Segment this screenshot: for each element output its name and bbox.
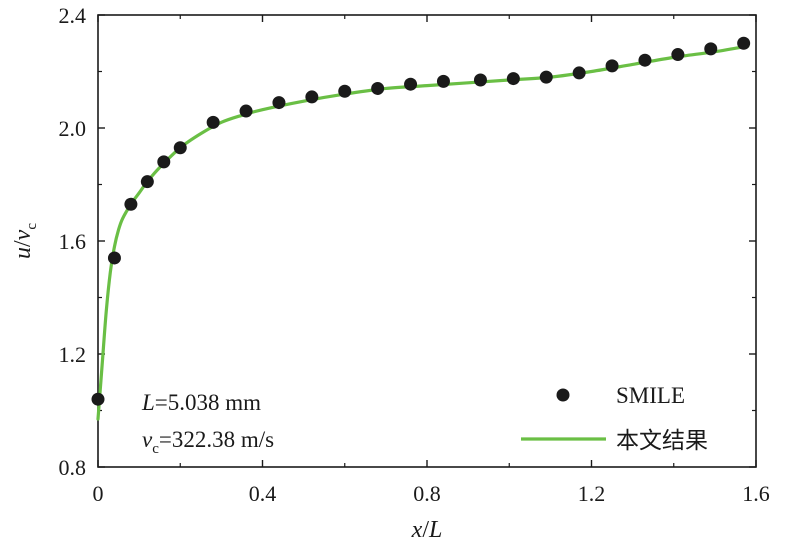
y-tick-labels: 0.8 1.2 1.6 2.0 2.4 xyxy=(59,3,87,480)
annotation-velocity-value: =322.38 m/s xyxy=(159,427,274,452)
data-point-smile xyxy=(704,42,718,56)
y-tick-label: 1.6 xyxy=(59,229,87,254)
y-axis-label: u/vc xyxy=(10,223,40,259)
data-point-smile xyxy=(638,53,652,67)
smile-points-layer xyxy=(91,36,751,406)
data-point-smile xyxy=(539,70,553,84)
data-point-smile xyxy=(206,115,220,129)
annotation-length-value: =5.038 mm xyxy=(155,390,261,415)
data-point-smile xyxy=(572,66,586,80)
data-point-smile xyxy=(140,175,154,189)
x-axis-label-ref: L xyxy=(428,517,442,543)
x-tick-label: 0 xyxy=(93,481,104,506)
data-point-smile xyxy=(338,84,352,98)
x-axis-label-var: x xyxy=(411,517,423,543)
y-tick-label: 0.8 xyxy=(59,455,87,480)
y-axis-label-sub: c xyxy=(24,223,40,230)
legend-marker-smile xyxy=(556,388,570,402)
y-tick-label: 1.2 xyxy=(59,342,87,367)
data-point-smile xyxy=(173,141,187,155)
x-tick-label: 1.2 xyxy=(578,481,606,506)
x-tick-label: 0.8 xyxy=(413,481,441,506)
annotation-velocity: vc=322.38 m/s xyxy=(142,427,274,457)
result-line-layer xyxy=(96,44,750,421)
data-point-smile xyxy=(272,96,286,110)
legend: SMILE 本文结果 xyxy=(521,383,708,454)
x-tick-label: 1.6 xyxy=(742,481,770,506)
data-point-smile xyxy=(436,74,450,88)
legend-label-smile: SMILE xyxy=(616,383,685,408)
data-point-smile xyxy=(305,90,319,104)
series-line-result xyxy=(96,44,750,421)
y-axis-label-sep: / xyxy=(10,240,36,247)
annotation-length: L=5.038 mm xyxy=(141,390,261,415)
x-tick-labels: 0 0.4 0.8 1.2 1.6 xyxy=(93,481,770,506)
legend-label-result: 本文结果 xyxy=(616,428,708,454)
data-point-smile xyxy=(473,73,487,87)
y-tick-label: 2.0 xyxy=(59,116,87,141)
data-point-smile xyxy=(239,104,253,118)
data-point-smile xyxy=(91,392,105,406)
y-axis-label-ref: v xyxy=(10,229,36,240)
y-axis-label-var: u xyxy=(10,247,36,259)
data-point-smile xyxy=(404,77,418,91)
annotation-velocity-sub: c xyxy=(152,441,159,457)
data-point-smile xyxy=(737,36,751,50)
data-point-smile xyxy=(371,81,385,95)
data-point-smile xyxy=(107,251,121,265)
annotation-velocity-var: v xyxy=(142,427,153,452)
x-axis-label: x/L xyxy=(411,517,443,543)
data-point-smile xyxy=(671,48,685,62)
y-tick-label: 2.4 xyxy=(59,3,87,28)
data-point-smile xyxy=(124,197,138,211)
annotation-length-var: L xyxy=(141,390,155,415)
x-tick-label: 0.4 xyxy=(249,481,277,506)
data-point-smile xyxy=(605,59,619,73)
data-point-smile xyxy=(157,155,171,169)
data-point-smile xyxy=(506,72,520,86)
x-axis-label-sep: / xyxy=(422,517,429,543)
